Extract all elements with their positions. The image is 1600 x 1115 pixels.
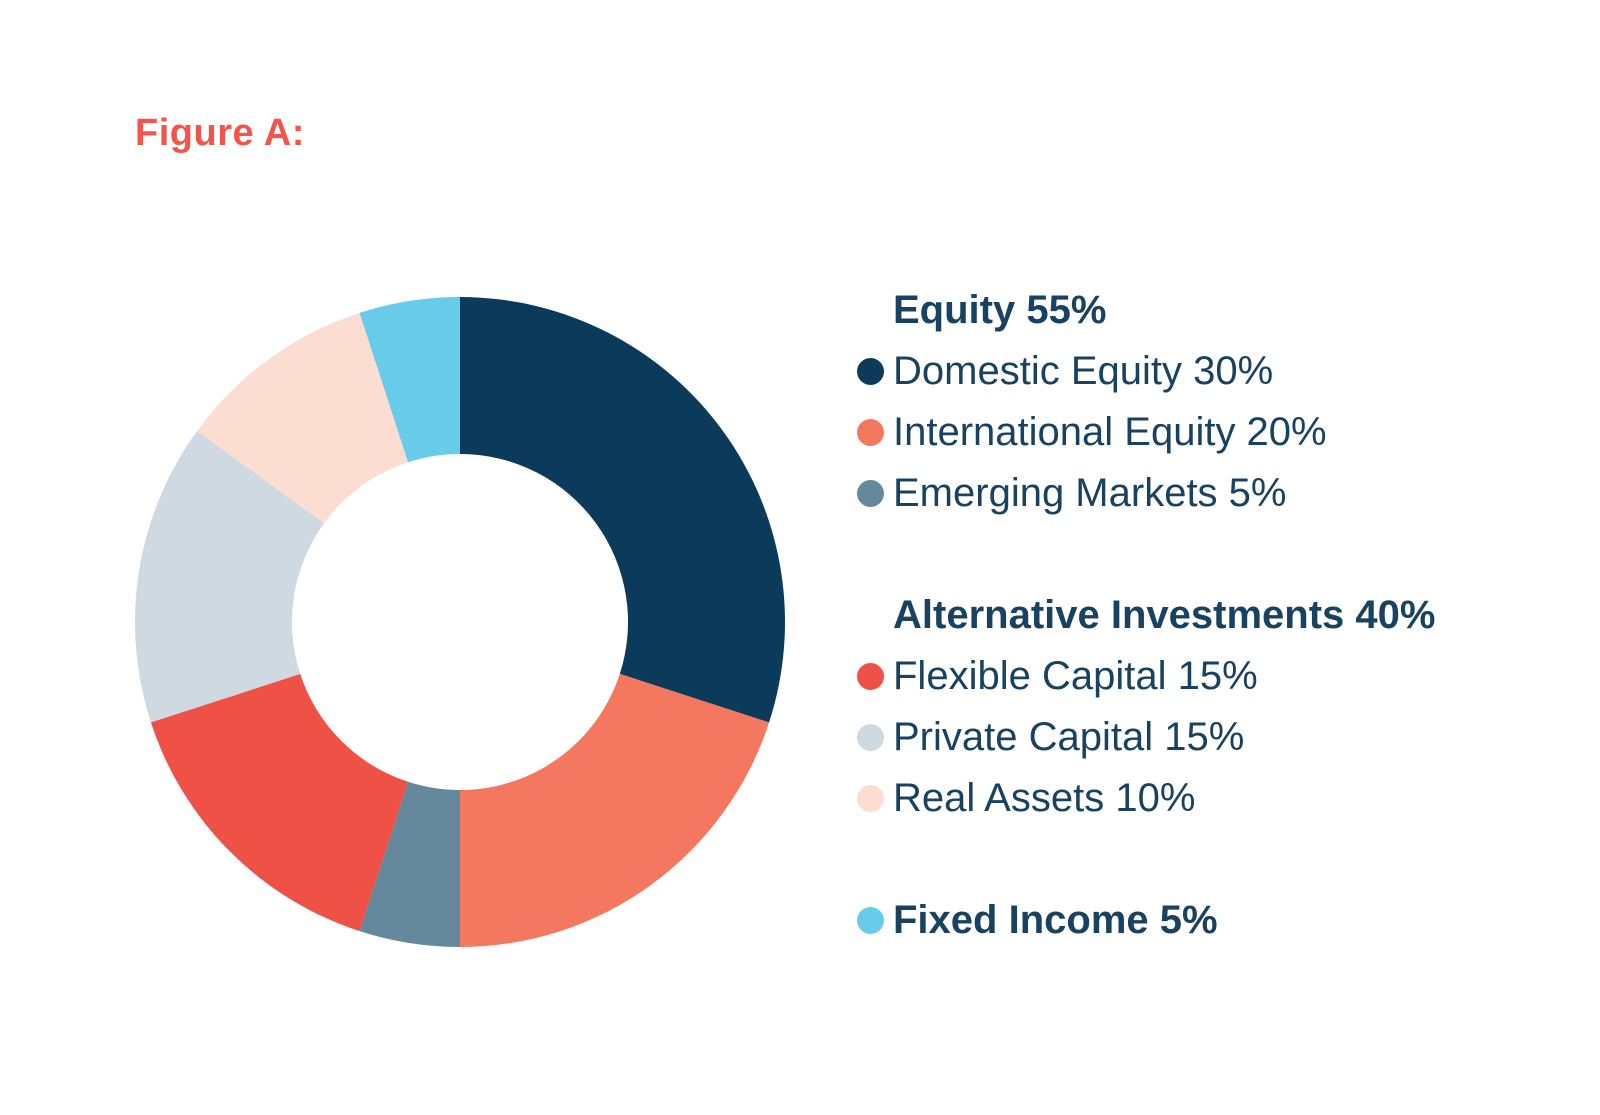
donut-chart	[135, 297, 785, 947]
legend-label-domestic-equity: Domestic Equity 30%	[893, 349, 1274, 393]
legend-item-private-capital: Private Capital 15%	[857, 707, 1435, 768]
legend-label-private-capital: Private Capital 15%	[893, 715, 1245, 759]
legend-dot-real-assets	[857, 785, 884, 812]
legend-dot-emerging-markets	[857, 480, 884, 507]
legend-dot-international-equity	[857, 419, 884, 446]
legend-item-flexible-capital: Flexible Capital 15%	[857, 646, 1435, 707]
donut-chart-container	[135, 297, 785, 947]
donut-segment-real-assets	[197, 312, 409, 524]
legend-dot-domestic-equity	[857, 358, 884, 385]
donut-segment-fixed-income	[359, 297, 460, 463]
legend-item-domestic-equity: Domestic Equity 30%	[857, 341, 1435, 402]
legend-dot-private-capital	[857, 724, 884, 751]
legend-item-real-assets: Real Assets 10%	[857, 768, 1435, 829]
legend-item-emerging-markets: Emerging Markets 5%	[857, 463, 1435, 524]
legend-label-real-assets: Real Assets 10%	[893, 776, 1196, 820]
donut-segment-flexible-capital	[150, 673, 409, 932]
donut-segment-international-equity	[460, 673, 770, 947]
legend-item-international-equity: International Equity 20%	[857, 402, 1435, 463]
legend-label-fixed-income: Fixed Income 5%	[893, 898, 1218, 942]
legend-item-fixed-income: Fixed Income 5%	[857, 890, 1435, 951]
donut-segment-emerging-markets	[359, 781, 460, 947]
donut-segment-private-capital	[135, 430, 325, 723]
chart-legend: Equity 55% Domestic Equity 30% Internati…	[857, 280, 1435, 951]
figure-label: Figure A:	[135, 112, 305, 154]
legend-dot-fixed-income	[857, 907, 884, 934]
legend-spacer	[857, 524, 1435, 585]
legend-label-international-equity: International Equity 20%	[893, 410, 1327, 454]
legend-label-emerging-markets: Emerging Markets 5%	[893, 471, 1287, 515]
legend-group-header-alternative-investments: Alternative Investments 40%	[893, 593, 1436, 637]
legend-group-header-equity: Equity 55%	[893, 288, 1107, 332]
donut-segment-domestic-equity	[460, 297, 785, 723]
legend-dot-flexible-capital	[857, 663, 884, 690]
legend-spacer	[857, 829, 1435, 890]
legend-label-flexible-capital: Flexible Capital 15%	[893, 654, 1258, 698]
